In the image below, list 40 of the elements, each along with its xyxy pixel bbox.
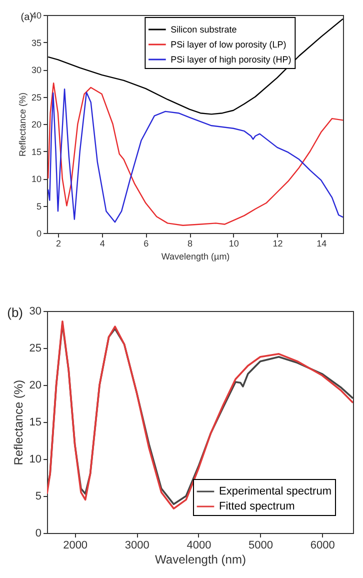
x-tick-label: 2 bbox=[56, 238, 61, 248]
text: (b) bbox=[7, 305, 23, 320]
y-tick-label: 10 bbox=[31, 174, 42, 184]
x-tick-label: 6 bbox=[144, 238, 149, 248]
y-tick-label: 10 bbox=[29, 454, 42, 466]
y-tick-label: 5 bbox=[35, 490, 42, 502]
y-tick-label: 15 bbox=[31, 146, 42, 157]
y-axis-title: Reflectance (%) bbox=[11, 380, 26, 466]
y-tick-label: 30 bbox=[31, 65, 42, 75]
x-tick-label: 2000 bbox=[63, 540, 88, 552]
legend-label: Silicon substrate bbox=[170, 24, 237, 34]
x-tick-label: 4 bbox=[100, 238, 105, 248]
y-tick-label: 15 bbox=[29, 416, 42, 428]
y-tick-label: 20 bbox=[31, 120, 42, 130]
y-tick-label: 30 bbox=[29, 306, 42, 318]
x-tick-label: 10 bbox=[228, 238, 239, 248]
text: (a) bbox=[20, 12, 33, 23]
y-tick-label: 0 bbox=[36, 228, 42, 238]
x-tick-label: 3000 bbox=[124, 540, 150, 552]
y-tick-label: 25 bbox=[29, 342, 42, 354]
x-tick-label: 14 bbox=[316, 238, 327, 248]
legend-label: PSi layer of low porosity (LP) bbox=[170, 40, 286, 50]
x-tick-label: 4000 bbox=[186, 540, 212, 552]
legend-label: Experimental spectrum bbox=[219, 486, 332, 498]
legend-label: PSi layer of high porosity (HP) bbox=[170, 54, 292, 64]
x-axis-title: Wavelength (µm) bbox=[161, 252, 230, 262]
y-tick-label: 5 bbox=[36, 201, 42, 212]
x-tick-label: 6000 bbox=[310, 540, 335, 552]
line-series bbox=[47, 18, 343, 115]
y-tick-label: 40 bbox=[31, 10, 42, 20]
legend-label: Fitted spectrum bbox=[219, 500, 295, 512]
x-axis-title: Wavelength (nm) bbox=[155, 552, 246, 566]
y-tick-label: 35 bbox=[31, 38, 42, 48]
x-tick-label: 8 bbox=[188, 238, 193, 248]
y-tick-label: 0 bbox=[35, 528, 42, 540]
y-tick-label: 25 bbox=[31, 92, 42, 102]
y-tick-label: 20 bbox=[29, 380, 42, 392]
y-axis-title: Reflectance (%) bbox=[17, 92, 28, 157]
x-tick-label: 5000 bbox=[248, 540, 274, 552]
x-tick-label: 12 bbox=[272, 238, 283, 248]
